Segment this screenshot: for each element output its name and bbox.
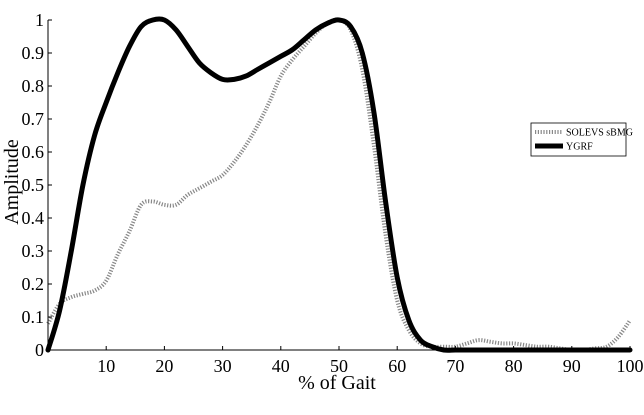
series-line-solevs-sbmg: [46, 17, 632, 353]
y-tick-label: 0.3: [22, 241, 45, 261]
y-tick-label: 0.5: [22, 175, 45, 195]
x-tick-label: 40: [272, 356, 290, 376]
x-tick-label: 90: [563, 356, 581, 376]
y-tick-label: 0: [35, 340, 44, 360]
y-tick-label: 0.8: [22, 76, 45, 96]
legend: SOLEVS sBMG YGRF: [530, 122, 633, 157]
x-tick-label: 100: [617, 356, 644, 376]
legend-label: YGRF: [566, 142, 593, 153]
x-tick-label: 60: [388, 356, 406, 376]
y-tick-label: 0.7: [22, 109, 45, 129]
x-tick-label: 10: [97, 356, 115, 376]
y-tick-label: 0.1: [22, 307, 45, 327]
x-tick-label: 80: [505, 356, 523, 376]
x-tick-label: 70: [446, 356, 464, 376]
y-tick-label: 0.2: [22, 274, 45, 294]
y-tick-label: 0.4: [22, 208, 45, 228]
legend-label: SOLEVS sBMG: [566, 128, 633, 139]
legend-box: [530, 122, 627, 157]
x-axis-title: % of Gait: [298, 372, 376, 394]
x-tick-label: 50: [330, 356, 348, 376]
y-tick-label: 1: [35, 10, 44, 30]
x-tick-label: 20: [155, 356, 173, 376]
x-tick-label: 30: [214, 356, 232, 376]
y-tick-label: 0.6: [22, 142, 45, 162]
y-tick-label: 0.9: [22, 43, 45, 63]
y-axis-title: Amplitude: [1, 139, 23, 225]
ticks-layer: 10 20 30 40 50 60 70 80 90 100 0 0.1 0.2 0.3 0.4 0.5 0.6…: [22, 10, 644, 376]
